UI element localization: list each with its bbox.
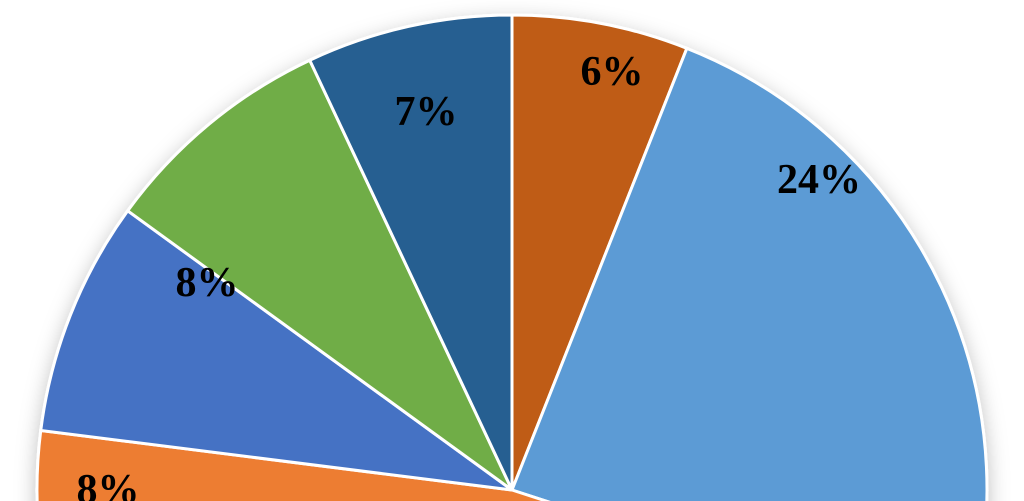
slice-label: 8% [176,262,239,304]
pie-chart: 6% 24% 8% 8% 7% [0,0,1024,501]
slice-label: 7% [395,91,458,133]
slice-label: 6% [581,51,644,93]
slice-label: 8% [77,469,140,501]
slice-label: 24% [777,159,861,201]
pie-svg [0,0,1024,501]
